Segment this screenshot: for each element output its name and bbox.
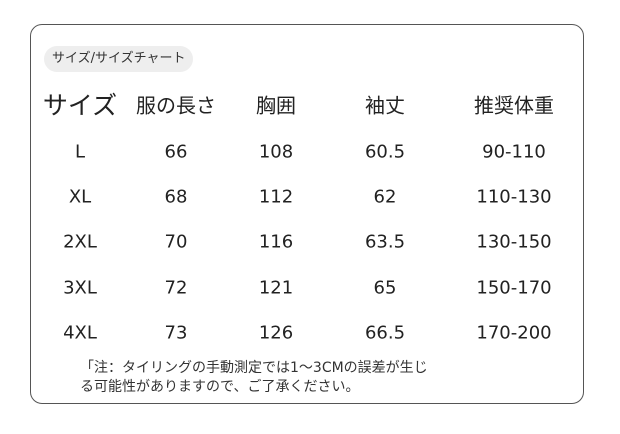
header-cell: サイズ xyxy=(42,91,118,120)
table-cell: 108 xyxy=(258,141,294,163)
table-cell: 66.5 xyxy=(364,322,406,344)
table-cell: 110-130 xyxy=(476,186,552,208)
table-cell: 121 xyxy=(258,277,294,299)
table-cell: 126 xyxy=(258,322,294,344)
table-cell: 62 xyxy=(373,186,397,208)
table-cell: 72 xyxy=(164,277,188,299)
table-cell: L xyxy=(74,141,86,163)
table-cell: XL xyxy=(68,186,92,208)
note-line: 「注：タイリングの手動測定では1～3CMの誤差が生じ xyxy=(80,360,428,376)
tag: サイズ/サイズチャート xyxy=(44,46,194,72)
table-cell: 65 xyxy=(373,277,397,299)
table-cell: 4XL xyxy=(63,322,97,344)
header-cell: 胸囲 xyxy=(256,93,296,118)
table-cell: 70 xyxy=(164,231,188,253)
table-cell: 2XL xyxy=(63,231,97,253)
table-cell: 150-170 xyxy=(476,277,552,299)
table-cell: 63.5 xyxy=(364,231,406,253)
table-cell: 73 xyxy=(164,322,188,344)
table-cell: 60.5 xyxy=(364,141,406,163)
header-cell: 袖丈 xyxy=(365,93,405,118)
header-cell: 推奨体重 xyxy=(474,93,554,118)
note-line: る可能性がありますので、ご了承ください。 xyxy=(80,379,360,395)
frame xyxy=(30,24,584,404)
table-cell: 116 xyxy=(258,231,294,253)
table-cell: 66 xyxy=(164,141,188,163)
table-cell: 3XL xyxy=(63,277,97,299)
table-cell: 170-200 xyxy=(476,322,552,344)
table-cell: 68 xyxy=(164,186,188,208)
table-cell: 112 xyxy=(258,186,294,208)
table-cell: 130-150 xyxy=(476,231,552,253)
header-cell: 服の長さ xyxy=(136,93,216,118)
table-cell: 90-110 xyxy=(482,141,546,163)
